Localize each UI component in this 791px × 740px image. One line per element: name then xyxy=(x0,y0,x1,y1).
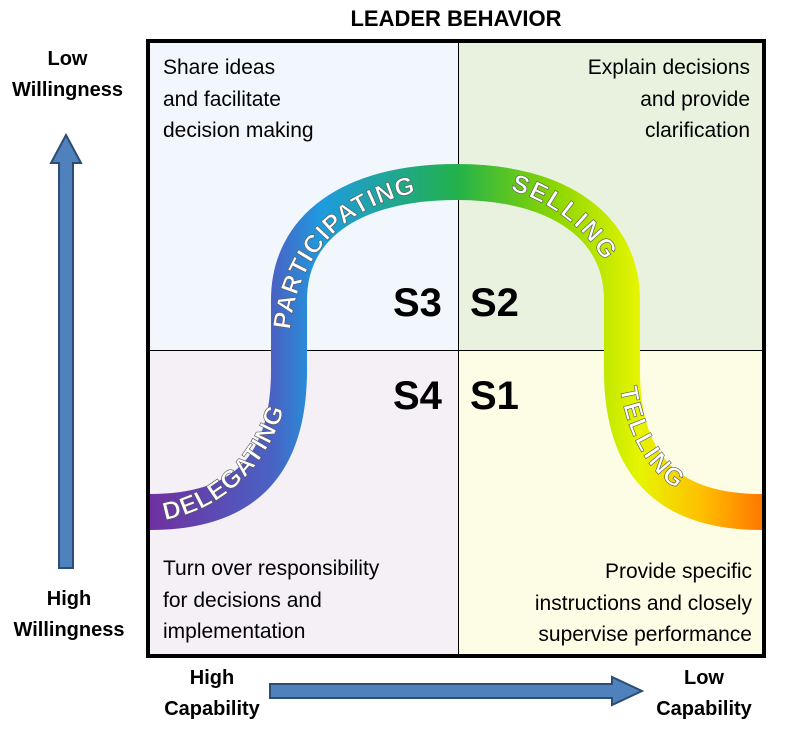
y-axis-top-label: Low Willingness xyxy=(0,44,135,106)
y-axis-bottom-label-line1: High xyxy=(46,588,92,610)
stage-s2-label: S2 xyxy=(470,281,519,325)
x-axis-arrow-right xyxy=(269,675,645,707)
y-axis-arrow-up xyxy=(49,132,83,569)
stage-s4-label: S4 xyxy=(393,374,442,418)
diagram-title: LEADER BEHAVIOR xyxy=(350,6,562,31)
quadrant-s4-text: Turn over responsibility for decisions a… xyxy=(163,557,380,643)
x-axis-left-label-line1: High xyxy=(189,667,235,689)
x-axis-left-label-line2: Capability xyxy=(164,698,260,720)
x-axis-right-label-line1: Low xyxy=(684,667,724,689)
quadrant-s3-text: Share ideas and facilitate decision maki… xyxy=(163,56,314,142)
x-axis-right-label-line2: Capability xyxy=(656,698,752,720)
x-axis-left-label: High Capability xyxy=(148,663,276,725)
quadrant-s2-text: Explain decisions and provide clarificat… xyxy=(587,56,750,142)
y-axis-bottom-label-line2: Willingness xyxy=(13,619,125,641)
stage-s1-label: S1 xyxy=(470,374,519,418)
y-axis-top-label-line1: Low xyxy=(47,48,88,70)
y-axis-bottom-label: High Willingness xyxy=(0,584,138,646)
y-axis-top-label-line2: Willingness xyxy=(12,79,123,101)
stage-s3-label: S3 xyxy=(393,281,442,325)
curve-band xyxy=(149,163,763,530)
quadrant-s1-text: Provide specific instructions and closel… xyxy=(534,560,752,646)
x-axis-right-label: Low Capability xyxy=(642,663,766,725)
quadrant-grid xyxy=(146,39,766,658)
